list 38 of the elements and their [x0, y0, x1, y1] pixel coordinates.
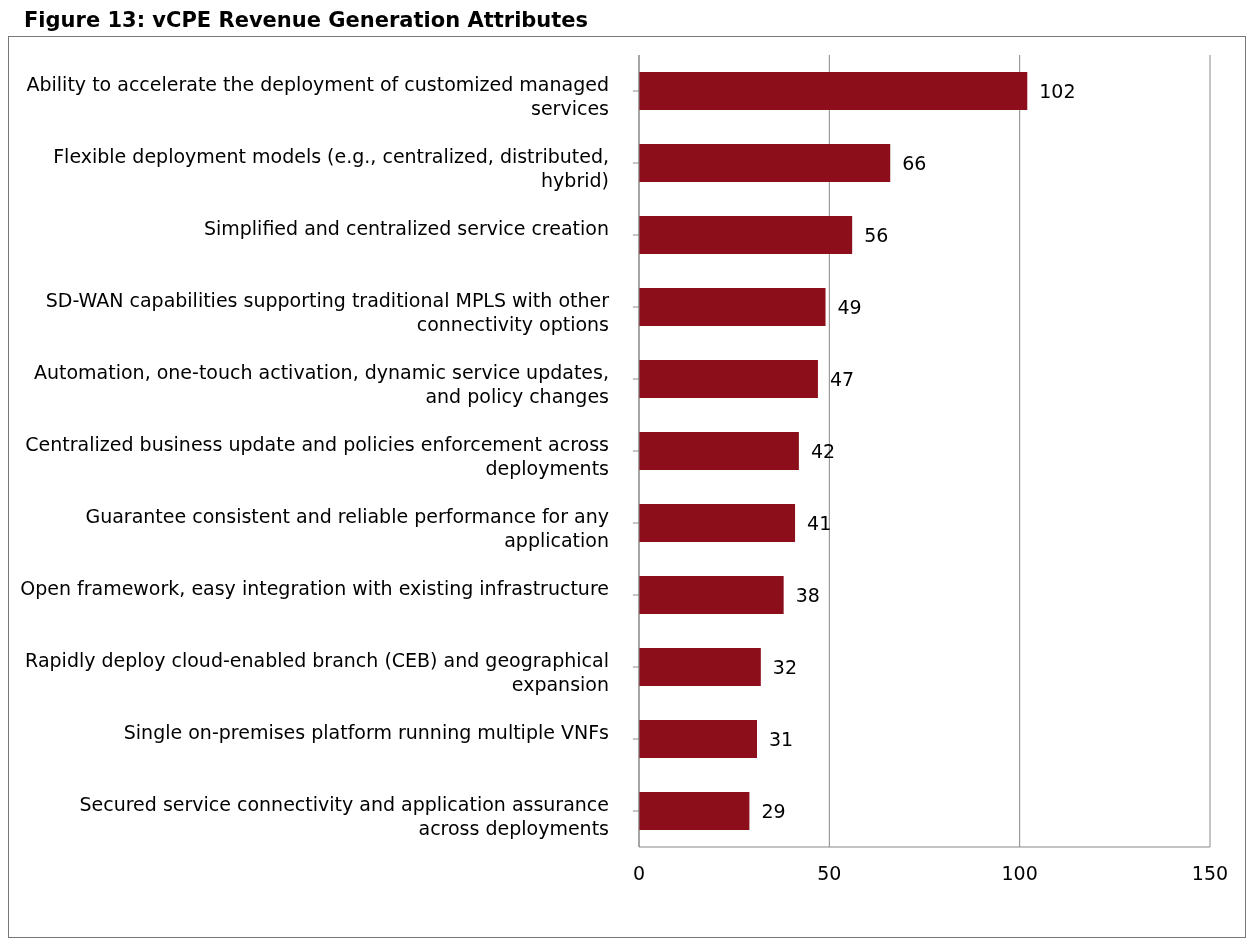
x-tick-label: 50 — [817, 862, 842, 885]
y-tick-label: SD-WAN capabilities supporting traditional MPLS with other connectivity options — [45, 289, 610, 335]
y-tick-label: Secured service connectivity and application assurance across deployments — [79, 793, 609, 839]
x-tick-label: 150 — [1191, 862, 1229, 885]
bar — [639, 144, 891, 182]
bar — [639, 432, 799, 470]
bar — [639, 360, 818, 398]
x-tick-label: 100 — [1001, 862, 1038, 885]
bar — [639, 504, 796, 542]
y-tick-label: Flexible deployment models (e.g., centralized, distributed, hybrid) — [53, 145, 609, 191]
data-label: 47 — [829, 367, 855, 390]
x-tick-label: 0 — [632, 862, 646, 885]
y-tick-label: Ability to accelerate the deployment of customized managed services — [26, 73, 609, 119]
bar — [639, 216, 853, 254]
y-tick-label: Automation, one-touch activation, dynamic service updates, and policy changes — [33, 361, 609, 407]
bar — [639, 288, 826, 326]
bar — [639, 720, 758, 758]
bar — [639, 576, 784, 614]
data-label: 41 — [807, 511, 832, 534]
y-tick-label: Rapidly deploy cloud-enabled branch (CEB) and geographical expansion — [25, 649, 609, 695]
data-label: 56 — [864, 223, 889, 246]
data-label: 102 — [1039, 79, 1076, 102]
text: Figure 13: vCPE Revenue Generation Attributes — [24, 8, 590, 32]
data-label: 32 — [772, 655, 797, 678]
data-label: 31 — [769, 727, 794, 750]
data-label: 42 — [810, 439, 836, 462]
y-tick-label: Simplified and centralized service creation — [203, 217, 609, 239]
y-tick-label: Open framework, easy integration with existing infrastructure — [20, 577, 609, 599]
bar — [639, 792, 750, 830]
data-label: 49 — [837, 295, 862, 318]
data-label: 38 — [795, 583, 820, 606]
bar — [639, 648, 761, 686]
y-tick-label: Guarantee consistent and reliable performance for any application — [85, 505, 609, 551]
y-tick-label: Single on-premises platform running multiple VNFs — [123, 721, 609, 743]
data-label: 66 — [902, 151, 927, 174]
data-label: 29 — [761, 799, 786, 822]
bar — [639, 72, 1028, 110]
y-tick-label: Centralized business update and policies enforcement across deployments — [25, 433, 609, 479]
